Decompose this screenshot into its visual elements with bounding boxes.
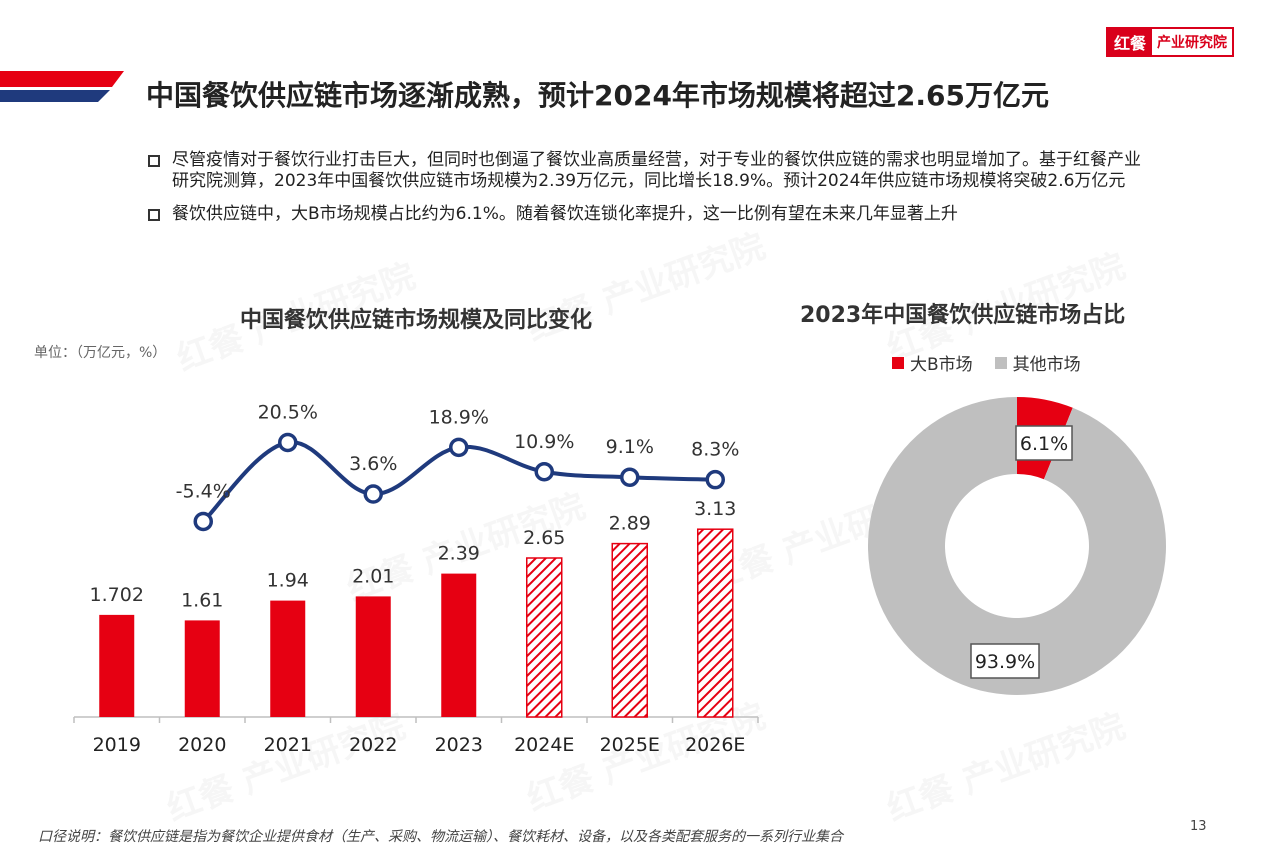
legend-item: 大B市场: [892, 350, 973, 375]
legend-item: 其他市场: [994, 350, 1081, 375]
yoy-value-label: 9.1%: [606, 436, 654, 458]
x-tick-label: 2019: [93, 734, 141, 756]
bar-value-label: 1.94: [267, 570, 309, 592]
x-tick-label: 2026E: [685, 734, 745, 756]
logo: 红餐 产业研究院: [1106, 27, 1234, 57]
bar-value-label: 2.39: [438, 543, 480, 565]
yoy-point-2025E: [620, 467, 640, 487]
legend-label: 大B市场: [910, 355, 973, 375]
bullet-item: 尽管疫情对于餐饮行业打击巨大，但同时也倒逼了餐饮业高质量经营，对于专业的餐饮供应…: [148, 150, 1148, 192]
x-tick-label: 2022: [349, 734, 397, 756]
footnote: 口径说明：餐饮供应链是指为餐饮企业提供食材（生产、采购、物流运输）、餐饮耗材、设…: [38, 829, 843, 845]
yoy-value-label: 8.3%: [691, 439, 739, 461]
bullet-list: 尽管疫情对于餐饮行业打击巨大，但同时也倒逼了餐饮业高质量经营，对于专业的餐饮供应…: [148, 150, 1148, 237]
yoy-point-2022: [363, 484, 383, 504]
yoy-value-label: 18.9%: [429, 406, 489, 428]
yoy-value-label: 10.9%: [514, 431, 574, 453]
x-tick-label: 2021: [264, 734, 312, 756]
donut-chart-title: 2023年中国餐饮供应链市场占比: [800, 303, 1126, 328]
unit-label: 单位：（万亿元，%）: [34, 345, 167, 361]
yoy-value-label: 20.5%: [258, 401, 318, 423]
yoy-point-2026E: [705, 469, 725, 490]
donut-label-box: [970, 643, 1040, 679]
x-tick-label: 2023: [435, 734, 483, 756]
bar-value-label: 2.01: [352, 565, 394, 587]
logo-mark: 红餐: [1108, 29, 1152, 55]
watermark: 红餐 产业研究院: [881, 706, 1131, 830]
bullet-text: 餐饮供应链中，大B市场规模占比约为6.1%。随着餐饮连锁化率提升，这一比例有望在…: [172, 204, 958, 224]
yoy-point-2024E: [534, 462, 554, 482]
legend-swatch-gray: [994, 356, 1007, 369]
bar-2024E: [526, 557, 563, 718]
bar-2020: [184, 620, 220, 717]
bar-value-label: 2.89: [609, 513, 651, 535]
yoy-point-2023: [449, 437, 469, 458]
bar-2019: [99, 614, 135, 717]
bullet-item: 餐饮供应链中，大B市场规模占比约为6.1%。随着餐饮连锁化率提升，这一比例有望在…: [148, 204, 1148, 225]
bar-2023: [441, 573, 477, 717]
bar-value-label: 2.65: [523, 527, 565, 549]
bullet-square-icon: [148, 155, 160, 167]
yoy-value-label: 3.6%: [349, 453, 397, 475]
bar-2025E: [611, 542, 648, 718]
yoy-point-2021: [278, 432, 298, 453]
bar-chart-title: 中国餐饮供应链市场规模及同比变化: [240, 308, 593, 333]
bar-2026E: [697, 528, 734, 718]
donut-legend: 大B市场 其他市场: [892, 350, 1103, 375]
bar-value-label: 1.61: [181, 589, 223, 611]
bullet-square-icon: [148, 209, 160, 221]
legend-label: 其他市场: [1012, 355, 1081, 375]
page-title: 中国餐饮供应链市场逐渐成熟，预计2024年市场规模将超过2.65万亿元: [146, 79, 1050, 112]
donut-chart: 6.1% 93.9%: [868, 397, 1166, 695]
bar-2022: [355, 596, 391, 717]
logo-text: 产业研究院: [1152, 29, 1232, 55]
bar-value-label: 3.13: [694, 498, 736, 520]
yoy-value-label: -5.4%: [176, 480, 231, 502]
x-tick-label: 2024E: [514, 734, 574, 756]
bar-line-chart: 1.702 2019 1.61 2020 1.94 2021 2.01 2022 2.39 202…: [73, 401, 759, 756]
donut-value-label: 6.1%: [1020, 433, 1068, 455]
legend-swatch-red: [892, 356, 904, 369]
page-number: 13: [1190, 819, 1207, 834]
yoy-point-2020: [193, 511, 213, 532]
title-accent-bar: [0, 71, 124, 102]
bar-value-label: 1.702: [90, 584, 144, 606]
x-tick-label: 2020: [178, 734, 226, 756]
donut-slice-other: [868, 397, 1166, 695]
donut-value-label: 93.9%: [975, 651, 1035, 673]
donut-label-box: [1015, 425, 1073, 461]
bullet-text: 尽管疫情对于餐饮行业打击巨大，但同时也倒逼了餐饮业高质量经营，对于专业的餐饮供应…: [172, 150, 1141, 191]
bar-2021: [270, 600, 306, 717]
x-tick-label: 2025E: [600, 734, 660, 756]
